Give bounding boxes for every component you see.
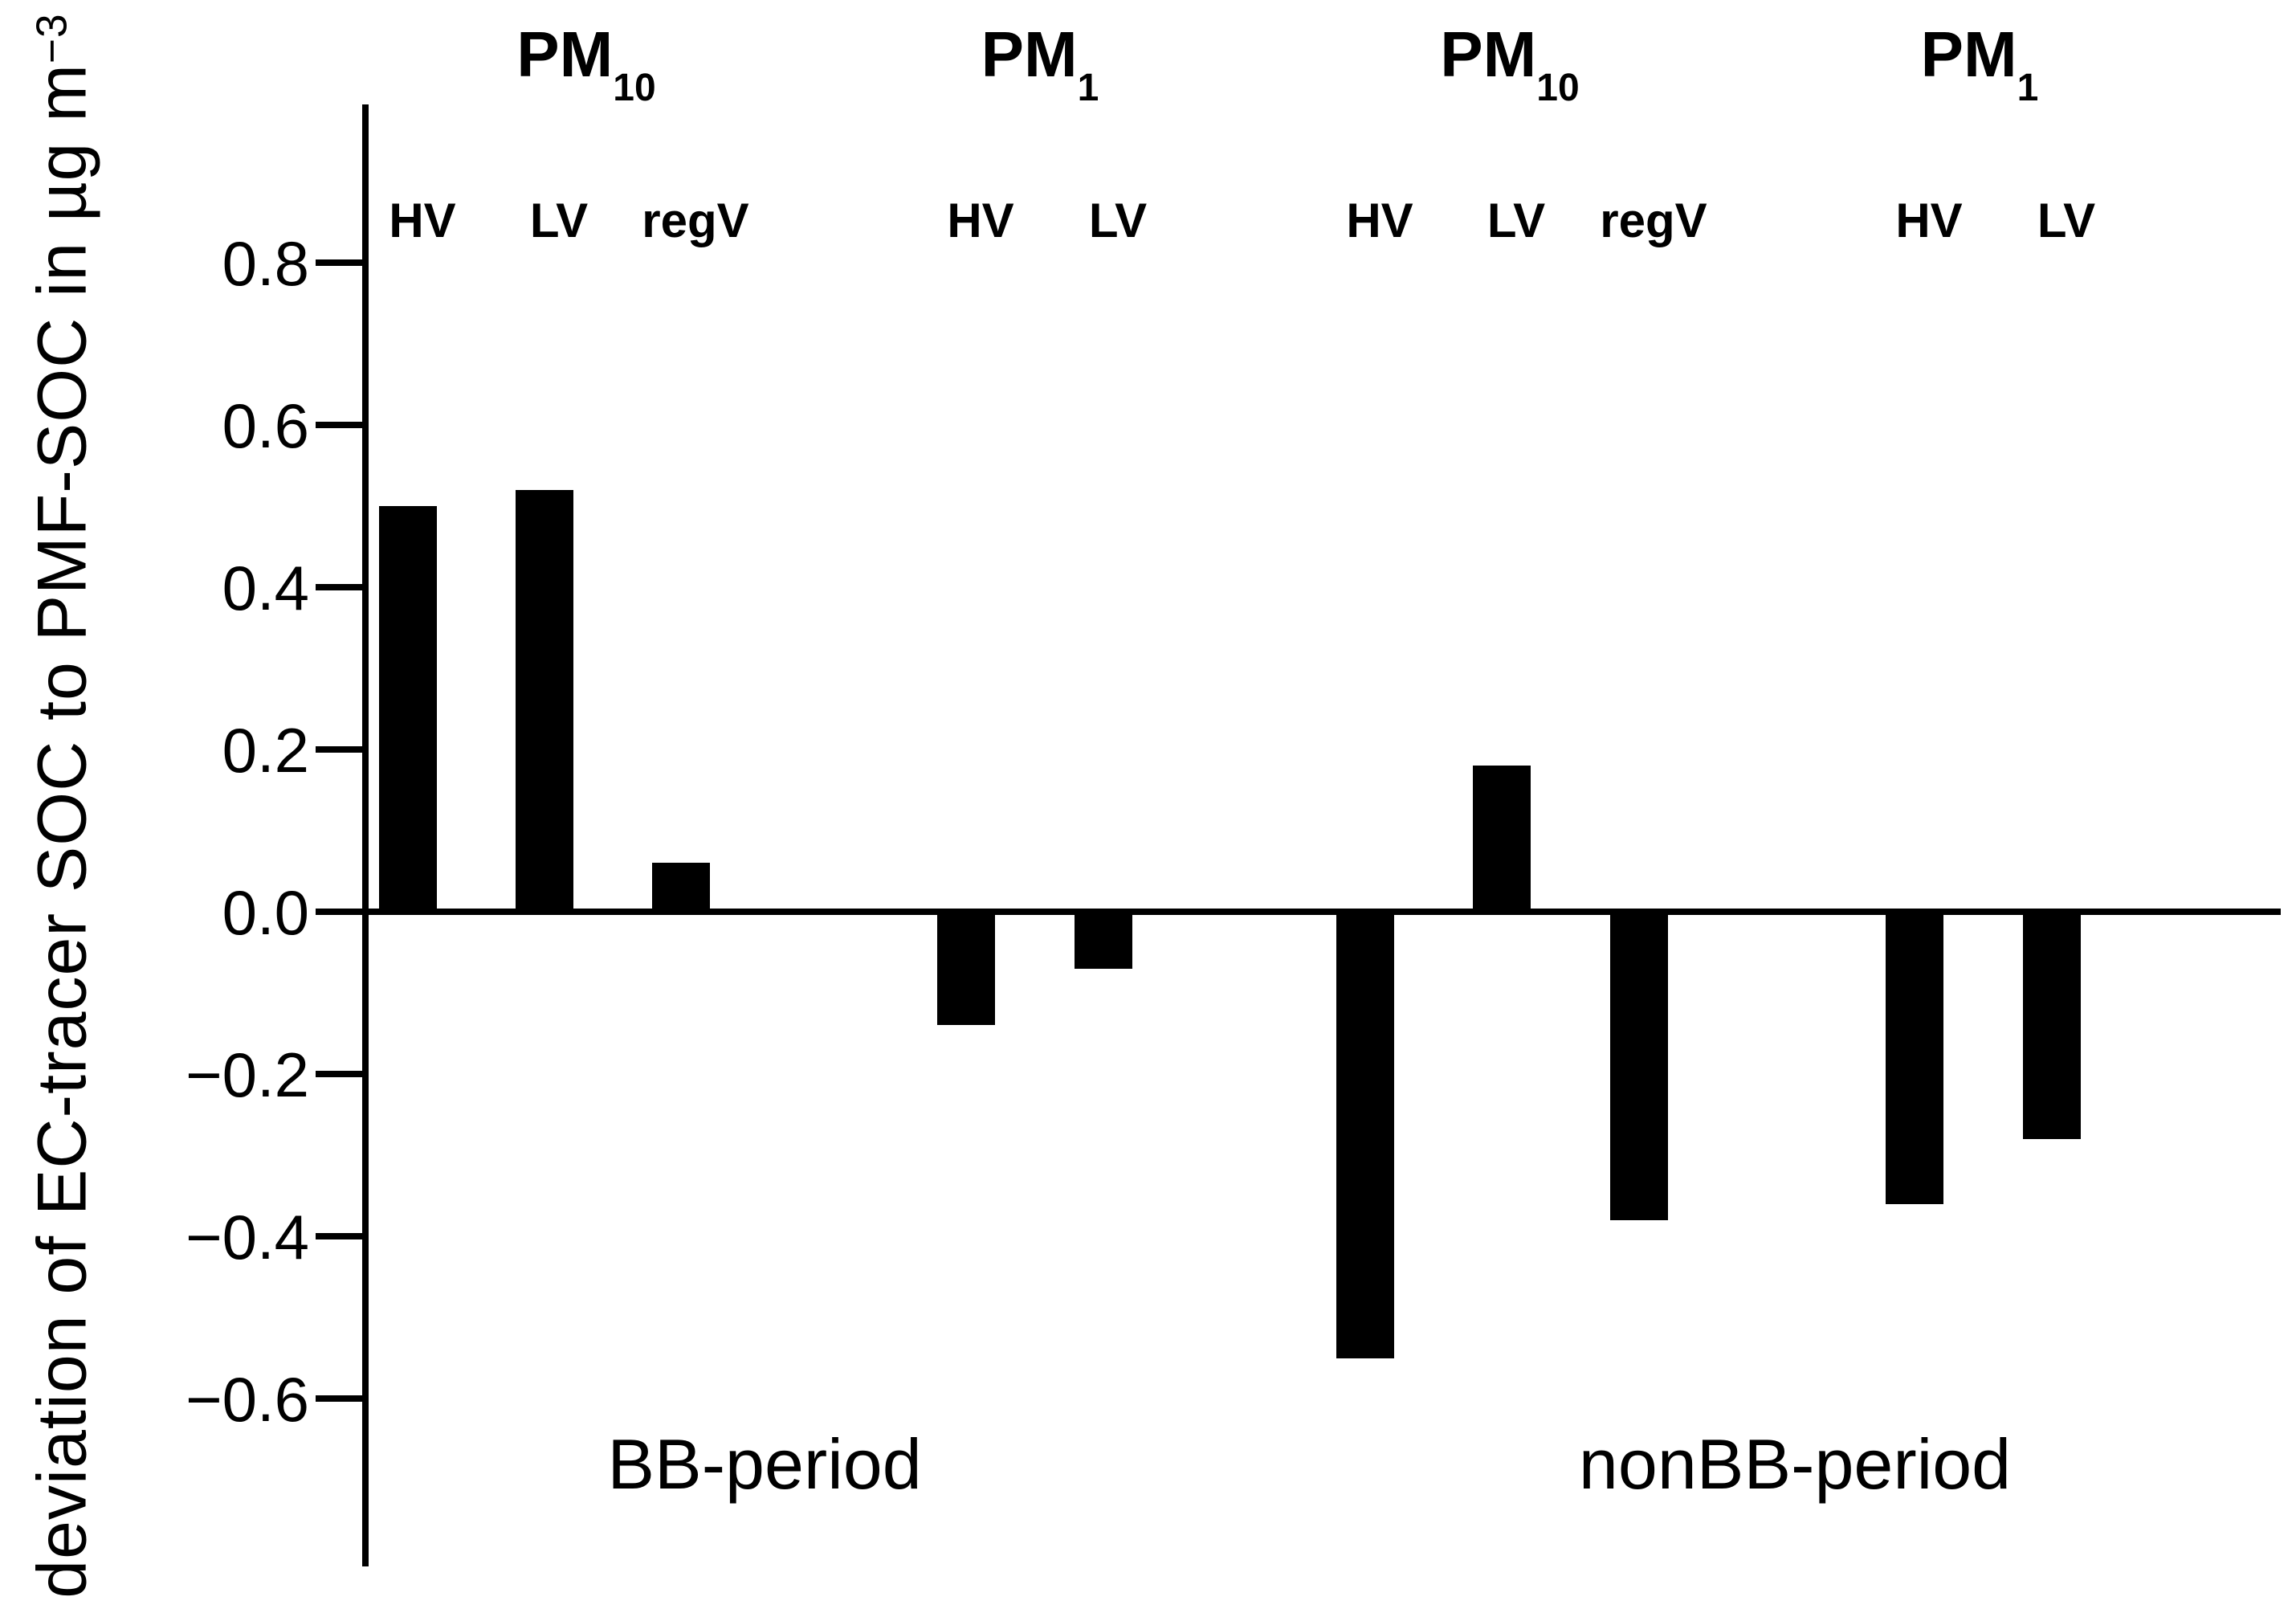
pm-header-subscript: 10 bbox=[613, 67, 656, 109]
bar-PM1-HV bbox=[1886, 912, 1943, 1204]
bar-PM1-LV bbox=[2023, 912, 2081, 1139]
pm-group-header: PM10 bbox=[1440, 18, 1579, 109]
bar-PM10-HV bbox=[1336, 912, 1394, 1358]
period-label-bb: BB-period bbox=[607, 1423, 921, 1505]
pm-header-subscript: 10 bbox=[1536, 67, 1580, 109]
y-tick-label: −0.6 bbox=[186, 1364, 309, 1435]
bar-PM10-regV bbox=[1610, 912, 1668, 1220]
bar-label: HV bbox=[389, 194, 456, 247]
period-label-nonbb-text: nonBB-period bbox=[1578, 1424, 2012, 1504]
y-axis-title-text: deviation of EC-tracer SOC to PMF-SOC in… bbox=[23, 63, 101, 1599]
bar-label: HV bbox=[947, 194, 1014, 247]
bar-label: LV bbox=[1486, 194, 1546, 247]
zero-line bbox=[362, 909, 2281, 915]
pm-group-header: PM10 bbox=[516, 18, 655, 109]
pm-header-text: PM bbox=[1440, 18, 1537, 90]
bar-label: HV bbox=[1895, 194, 1963, 247]
bar-label: HV bbox=[1346, 194, 1413, 247]
y-tick-label: 0.8 bbox=[222, 228, 309, 299]
y-tick-label: 0.6 bbox=[222, 390, 309, 461]
bar-label: LV bbox=[2037, 194, 2096, 247]
period-label-bb-text: BB-period bbox=[607, 1424, 922, 1504]
y-tick bbox=[316, 1395, 365, 1402]
y-tick bbox=[316, 1233, 365, 1239]
y-tick bbox=[316, 584, 365, 590]
bar-PM10-regV bbox=[652, 863, 710, 912]
bar-label: regV bbox=[642, 194, 749, 247]
pm-group-header: PM1 bbox=[981, 18, 1099, 109]
pm-header-subscript: 1 bbox=[1077, 67, 1099, 109]
bar-PM1-HV bbox=[937, 912, 995, 1026]
pm-header-text: PM bbox=[1920, 18, 2017, 90]
y-tick-label: −0.2 bbox=[186, 1039, 309, 1110]
y-tick-label: 0.2 bbox=[222, 715, 309, 786]
y-axis-title: deviation of EC-tracer SOC to PMF-SOC in… bbox=[23, 13, 103, 1598]
y-axis-title-superscript: −3 bbox=[28, 13, 76, 64]
pm-group-header: PM1 bbox=[1920, 18, 2039, 109]
y-tick-label: −0.4 bbox=[186, 1202, 309, 1272]
bar-PM10-LV bbox=[516, 489, 573, 912]
bar-label: LV bbox=[529, 194, 589, 247]
y-tick bbox=[316, 422, 365, 428]
y-tick bbox=[316, 746, 365, 753]
pm-header-text: PM bbox=[516, 18, 614, 90]
bar-PM10-HV bbox=[379, 506, 437, 912]
y-tick bbox=[316, 1071, 365, 1077]
bar-label: LV bbox=[1088, 194, 1148, 247]
period-label-nonbb: nonBB-period bbox=[1579, 1423, 2011, 1505]
bar-PM1-LV bbox=[1075, 912, 1132, 969]
y-axis-line bbox=[362, 104, 369, 1566]
y-tick bbox=[316, 259, 365, 266]
bar-label: regV bbox=[1600, 194, 1707, 247]
y-tick-label: 0.0 bbox=[222, 877, 309, 948]
y-tick bbox=[316, 909, 365, 915]
y-tick-label: 0.4 bbox=[222, 553, 309, 623]
bar-PM10-LV bbox=[1473, 766, 1531, 912]
pm-header-text: PM bbox=[981, 18, 1078, 90]
pm-header-subscript: 1 bbox=[2017, 67, 2039, 109]
